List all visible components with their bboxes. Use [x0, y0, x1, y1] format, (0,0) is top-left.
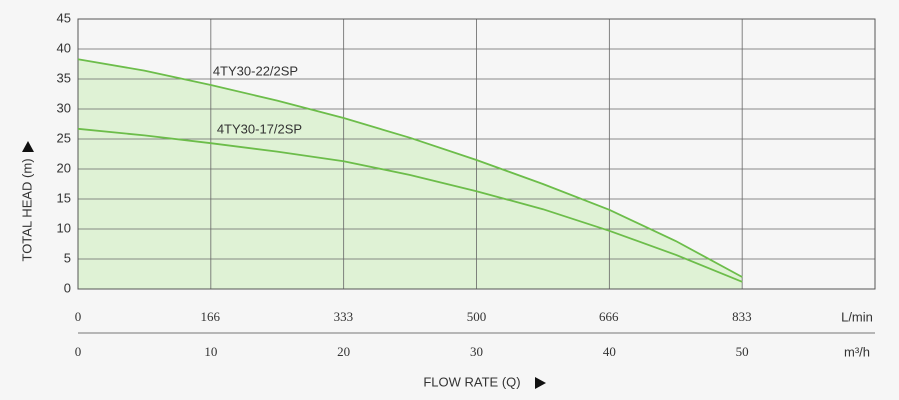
series-label: 4TY30-22/2SP: [213, 63, 298, 78]
y-tick-label: 10: [57, 220, 71, 235]
x2-tick-label: 0: [75, 309, 82, 324]
y-tick-label: 15: [57, 190, 71, 205]
y-tick-label: 25: [57, 130, 71, 145]
y-tick-label: 5: [64, 250, 71, 265]
x-axis-title: FLOW RATE (Q): [423, 374, 520, 389]
y-tick-label: 20: [57, 160, 71, 175]
x-tick-label: 40: [603, 344, 616, 359]
x2-tick-label: 833: [732, 309, 752, 324]
y-tick-label: 0: [64, 280, 71, 295]
x2-tick-label: 500: [467, 309, 487, 324]
x-unit: m³/h: [844, 344, 870, 359]
x-tick-label: 50: [736, 344, 749, 359]
x-tick-label: 20: [337, 344, 350, 359]
plot-border: [77, 18, 876, 290]
y-tick-label: 30: [57, 100, 71, 115]
y-tick-label: 40: [57, 40, 71, 55]
x2-tick-label: 666: [599, 309, 619, 324]
y-axis-arrow: [22, 141, 34, 152]
series-line: [77, 127, 743, 283]
series-line: [77, 58, 743, 278]
y-axis-title: TOTAL HEAD (m): [19, 158, 34, 261]
x2-unit: L/min: [841, 309, 873, 324]
x-axis-arrow: [535, 377, 546, 389]
x-tick-label: 0: [75, 344, 82, 359]
x2-tick-label: 166: [201, 309, 221, 324]
x-tick-label: 30: [470, 344, 483, 359]
plot: [77, 18, 876, 290]
y-tick-label: 35: [57, 70, 71, 85]
x2-tick-label: 333: [334, 309, 354, 324]
x-tick-label: 10: [204, 344, 217, 359]
series-label: 4TY30-17/2SP: [217, 122, 302, 137]
y-tick-label: 45: [57, 10, 71, 25]
